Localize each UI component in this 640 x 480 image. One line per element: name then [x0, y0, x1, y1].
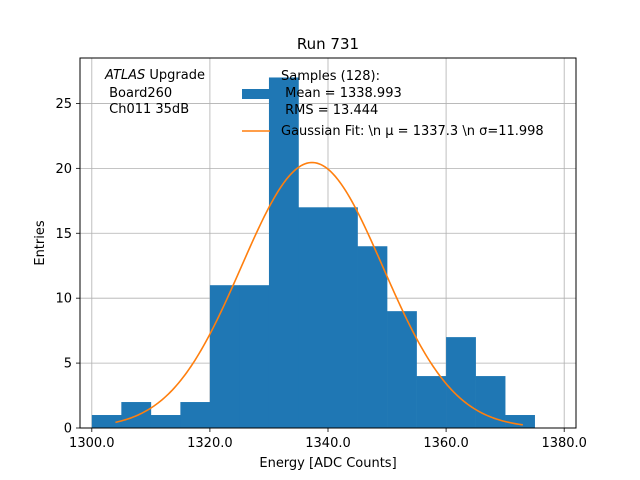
legend: Samples (128): Mean = 1338.993 RMS = 13.…	[242, 69, 544, 139]
x-axis-label: Energy [ADC Counts]	[259, 456, 396, 471]
histogram-bar	[298, 207, 329, 428]
y-tick-label: 15	[55, 227, 72, 242]
atlas-word: ATLAS	[104, 68, 145, 83]
x-tick-label: 1360.0	[423, 436, 469, 451]
legend-hist-line-3: RMS = 13.444	[281, 103, 378, 118]
histogram-bars	[91, 77, 535, 428]
x-tick-label: 1320.0	[187, 436, 233, 451]
histogram-bar	[268, 77, 299, 428]
y-tick-label: 25	[55, 97, 72, 112]
annotation-line-1: ATLAS Upgrade	[104, 68, 205, 83]
y-axis-label: Entries	[33, 220, 48, 266]
upgrade-word: Upgrade	[145, 68, 205, 83]
histogram-bar	[505, 415, 535, 428]
y-tick-label: 0	[64, 422, 72, 437]
legend-fit-label: Gaussian Fit: \n μ = 1337.3 \n σ=11.998	[281, 124, 544, 139]
x-tick-label: 1380.0	[541, 436, 587, 451]
x-tick-label: 1300.0	[69, 436, 115, 451]
fit-curve	[115, 161, 523, 426]
gaussian-fit	[115, 161, 523, 426]
histogram-bar	[91, 415, 122, 428]
histogram-bar	[180, 402, 211, 428]
histogram-bar	[416, 376, 447, 428]
x-tick-label: 1340.0	[305, 436, 351, 451]
histogram-bar	[387, 311, 417, 428]
annotation-line-3: Ch011 35dB	[105, 102, 189, 117]
legend-hist-line-2: Mean = 1338.993	[281, 86, 402, 101]
y-axis-ticks: 0 5 10 15 20 25	[55, 97, 80, 437]
histogram-bar	[475, 376, 506, 428]
histogram-bar	[150, 415, 181, 428]
histogram-bar	[446, 337, 476, 428]
histogram-bar	[239, 285, 270, 428]
y-tick-label: 10	[55, 292, 72, 307]
histogram-bar	[357, 246, 388, 428]
legend-hist-line-1: Samples (128):	[281, 69, 380, 84]
histogram-bar	[209, 285, 240, 428]
annotation: ATLAS Upgrade Board260 Ch011 35dB	[104, 68, 205, 117]
x-axis-ticks: 1300.0 1320.0 1340.0 1360.0 1380.0	[69, 428, 587, 451]
y-tick-label: 5	[64, 357, 72, 372]
chart-title: Run 731	[297, 35, 359, 53]
legend-hist-swatch	[242, 89, 270, 99]
y-tick-label: 20	[55, 162, 72, 177]
annotation-line-2: Board260	[105, 86, 172, 101]
histogram-bar	[328, 207, 358, 428]
